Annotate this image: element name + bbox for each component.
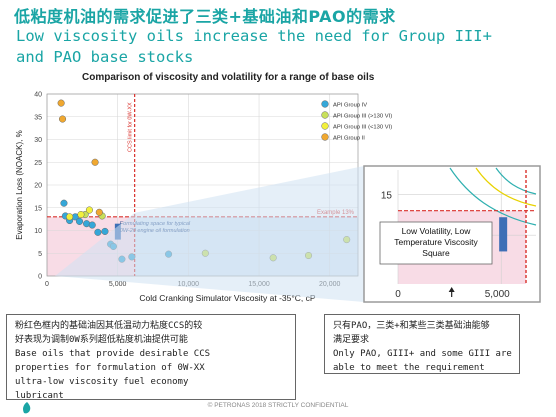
data-point bbox=[95, 208, 103, 216]
note-left-line: ultra-low viscosity fuel economy bbox=[15, 377, 189, 387]
note-right-line: able to meet the requirement bbox=[333, 363, 485, 373]
zoom-axis-arrowhead bbox=[448, 287, 455, 292]
zoom-label-box bbox=[379, 221, 493, 265]
zoom-connector bbox=[55, 166, 364, 302]
ccs-limit-label: CCS limit for 0W-XX bbox=[128, 102, 134, 152]
data-point bbox=[75, 217, 84, 225]
y-tick-label: 30 bbox=[34, 137, 42, 144]
note-left-line: Base oils that provide desirable CCS bbox=[15, 349, 211, 359]
y-tick-label: 15 bbox=[34, 205, 42, 212]
x-tick-label: 0 bbox=[45, 281, 49, 288]
data-point bbox=[59, 115, 67, 123]
zoom-curve bbox=[495, 167, 537, 195]
legend-label: API Group IV bbox=[333, 103, 367, 109]
y-tick-label: 5 bbox=[38, 251, 42, 258]
note-right-line: 满足要求 bbox=[333, 335, 370, 345]
company-logo-icon bbox=[23, 402, 31, 414]
y-tick-label: 35 bbox=[34, 114, 42, 121]
data-point bbox=[101, 227, 109, 235]
data-point bbox=[60, 199, 68, 207]
legend-label: API Group III (<130 VI) bbox=[333, 125, 392, 131]
data-point bbox=[57, 99, 65, 107]
y-tick-label: 10 bbox=[34, 228, 42, 235]
y-tick-label: 40 bbox=[34, 92, 42, 99]
note-left-line: 粉红色框内的基础油因其低温动力粘度CCS的较 bbox=[15, 321, 203, 331]
note-left-line: lubricant bbox=[15, 391, 64, 401]
y-axis-label: Evaporation Loss (NOACK), % bbox=[15, 130, 24, 239]
chart-title: Comparison of viscosity and volatility f… bbox=[82, 72, 375, 83]
slide-title-english-line1: Low viscosity oils increase the need for… bbox=[16, 27, 492, 45]
note-right-line: 只有PAO，三类+和某些三类基础油能够 bbox=[333, 321, 490, 331]
legend-marker bbox=[321, 122, 329, 130]
legend-label: API Group III (>130 VI) bbox=[333, 114, 392, 120]
zoom-formulating-bar bbox=[499, 217, 508, 252]
legend-marker bbox=[321, 133, 329, 141]
legend-marker bbox=[321, 100, 329, 108]
note-right-box: 只有PAO，三类+和某些三类基础油能够 满足要求 Only PAO, GIII+… bbox=[324, 314, 520, 374]
zoom-x-tick-label: 5,000 bbox=[485, 289, 510, 300]
data-point bbox=[77, 211, 85, 219]
slide-title-chinese: 低粘度机油的需求促进了三类+基础油和PAO的需求 bbox=[14, 7, 396, 26]
data-point bbox=[66, 213, 74, 221]
y-tick-label: 25 bbox=[34, 160, 42, 167]
zoom-curve bbox=[449, 167, 537, 226]
x-tick-label: 5,000 bbox=[109, 281, 127, 288]
zoom-x-tick-label: 0 bbox=[395, 289, 401, 300]
data-point bbox=[88, 221, 96, 229]
data-point bbox=[85, 206, 93, 214]
footer-text: © PETRONAS 2018 STRICTLY CONFIDENTIAL bbox=[207, 402, 349, 409]
note-right-line: Only PAO, GIII+ and some GIII are bbox=[333, 349, 512, 359]
note-left-line: properties for formulation of 0W-XX bbox=[15, 363, 205, 373]
y-tick-label: 0 bbox=[38, 274, 42, 281]
slide-title-english-line2: and PAO base stocks bbox=[16, 48, 194, 66]
zoom-label-text: Temperature Viscosity bbox=[394, 237, 478, 247]
note-left-box: 粉红色框内的基础油因其低温动力粘度CCS的较 好表现为调制0W系列超低粘度机油提… bbox=[6, 314, 296, 401]
x-axis-label: Cold Cranking Simulator Viscosity at -35… bbox=[139, 293, 315, 303]
zoom-label-text: Low Volatility, Low bbox=[402, 226, 472, 236]
data-point bbox=[91, 158, 99, 166]
data-point bbox=[94, 228, 102, 236]
legend-label: API Group II bbox=[333, 136, 365, 142]
zoom-label-text: Square bbox=[422, 248, 450, 258]
y-tick-label: 20 bbox=[34, 183, 42, 190]
zoom-y-tick-label: 15 bbox=[381, 190, 393, 201]
legend-marker bbox=[321, 111, 329, 119]
zoom-curve bbox=[475, 167, 537, 207]
note-left-line: 好表现为调制0W系列超低粘度机油提供可能 bbox=[15, 335, 188, 345]
